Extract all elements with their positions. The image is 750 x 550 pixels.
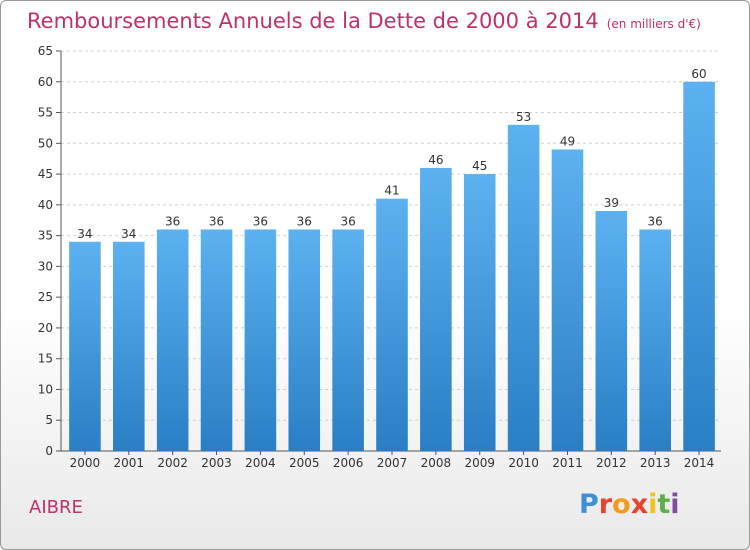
bar-value-label: 41 (384, 184, 399, 198)
bar-value-label: 53 (516, 110, 531, 124)
bar-value-label: 46 (428, 153, 443, 167)
bar-value-label: 60 (691, 67, 706, 81)
x-tick-label: 2014 (684, 456, 715, 470)
x-tick-label: 2006 (333, 456, 364, 470)
title-unit: (en milliers d'€) (606, 17, 701, 31)
bar (200, 229, 233, 451)
bar (288, 229, 321, 451)
bar-value-label: 36 (209, 214, 224, 228)
y-tick-label: 15 (38, 352, 53, 366)
bar-value-label: 39 (604, 196, 619, 210)
commune-name: AIBRE (29, 497, 83, 518)
bar (551, 149, 584, 451)
bar-value-label: 36 (253, 214, 268, 228)
bar (683, 81, 715, 452)
y-tick-label: 50 (38, 136, 53, 150)
chart-title: Remboursements Annuels de la Dette de 20… (27, 9, 701, 33)
proxiti-logo[interactable]: Proxiti (579, 489, 680, 520)
x-tick-label: 2000 (70, 456, 101, 470)
logo-letter: x (630, 489, 649, 520)
logo-letter: i (648, 489, 658, 520)
y-tick-label: 65 (38, 44, 53, 58)
x-tick-label: 2013 (640, 456, 671, 470)
y-tick-label: 40 (38, 198, 53, 212)
y-tick-label: 25 (38, 290, 53, 304)
x-tick-label: 2002 (157, 456, 188, 470)
x-tick-label: 2004 (245, 456, 276, 470)
bar (332, 229, 364, 451)
x-tick-label: 2001 (114, 456, 145, 470)
bar (420, 167, 452, 451)
y-tick-label: 20 (38, 321, 53, 335)
bar-value-label: 34 (77, 227, 92, 241)
bar (156, 229, 189, 451)
x-tick-label: 2003 (201, 456, 232, 470)
bar-value-label: 34 (121, 227, 136, 241)
bar-value-label: 36 (648, 214, 663, 228)
bar-value-label: 45 (472, 159, 487, 173)
y-tick-label: 10 (38, 382, 53, 396)
x-tick-label: 2011 (552, 456, 583, 470)
logo-letter: t (657, 489, 671, 520)
x-tick-label: 2007 (377, 456, 408, 470)
y-tick-label: 45 (38, 167, 53, 181)
bar-value-label: 36 (340, 214, 355, 228)
x-tick-label: 2005 (289, 456, 320, 470)
y-tick-label: 60 (38, 75, 53, 89)
logo-letter: i (670, 489, 680, 520)
y-tick-label: 0 (45, 444, 53, 458)
bar (376, 198, 408, 451)
bar (69, 241, 101, 451)
x-tick-label: 2009 (464, 456, 495, 470)
bar (507, 124, 540, 451)
bars (69, 81, 715, 452)
y-tick-label: 55 (38, 106, 53, 120)
logo-letter: o (612, 489, 631, 520)
bar-value-label: 49 (560, 134, 575, 148)
x-tick-label: 2012 (596, 456, 627, 470)
logo-letter: r (598, 489, 613, 520)
bar (244, 229, 277, 451)
title-main: Remboursements Annuels de la Dette de 20… (27, 9, 599, 33)
bar (463, 174, 496, 452)
bar-value-label: 36 (165, 214, 180, 228)
bar-value-label: 36 (297, 214, 312, 228)
bar (595, 211, 628, 451)
x-tick-label: 2008 (421, 456, 452, 470)
y-tick-label: 30 (38, 259, 53, 273)
y-tick-label: 35 (38, 229, 53, 243)
bar (113, 241, 145, 451)
bar (639, 229, 671, 451)
logo-letter: P (579, 489, 599, 520)
x-tick-label: 2010 (508, 456, 539, 470)
y-tick-label: 5 (45, 413, 53, 427)
data-labels: 34 34 36 36 36 36 36 41 46 45 53 49 39 36 60 (77, 67, 706, 241)
